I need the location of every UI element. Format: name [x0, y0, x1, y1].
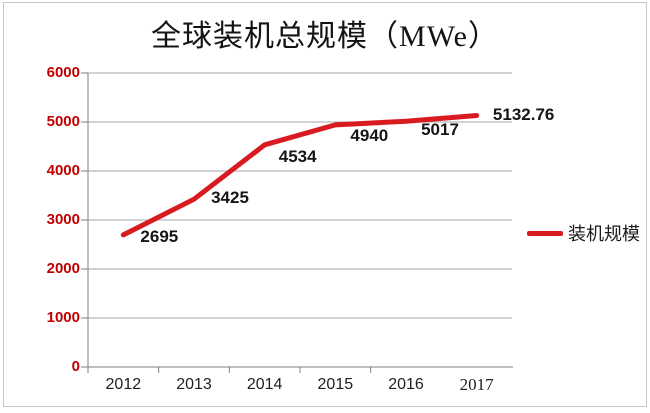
y-tick-label: 5000 — [46, 113, 80, 130]
y-tick-label: 2000 — [46, 260, 80, 277]
chart-title: 全球装机总规模（MWe） — [151, 20, 499, 53]
y-tick-label: 6000 — [46, 64, 80, 81]
data-label: 2695 — [140, 226, 179, 246]
x-tick-label: 2016 — [388, 376, 424, 393]
data-label: 4940 — [350, 125, 389, 145]
x-tick-label: 2012 — [105, 376, 142, 393]
legend-series-label: 装机规模 — [568, 224, 640, 244]
x-tick-label: 2015 — [317, 376, 354, 393]
legend-line-swatch — [527, 230, 563, 236]
series-line — [120, 113, 480, 238]
y-tick-label: 4000 — [46, 162, 80, 179]
y-tick-label: 3000 — [46, 211, 80, 228]
x-tick-label: 2017 — [459, 375, 494, 394]
y-tick-label: 1000 — [46, 309, 80, 326]
data-label: 4534 — [278, 146, 317, 166]
legend: 装机规模 — [527, 224, 640, 244]
data-label: 5132.76 — [492, 105, 555, 125]
data-label: 5017 — [421, 120, 459, 140]
x-tick-label: 2013 — [176, 376, 212, 393]
data-label: 3425 — [211, 188, 249, 208]
x-tick-label: 2014 — [246, 376, 283, 393]
y-tick-label: 0 — [71, 358, 80, 375]
